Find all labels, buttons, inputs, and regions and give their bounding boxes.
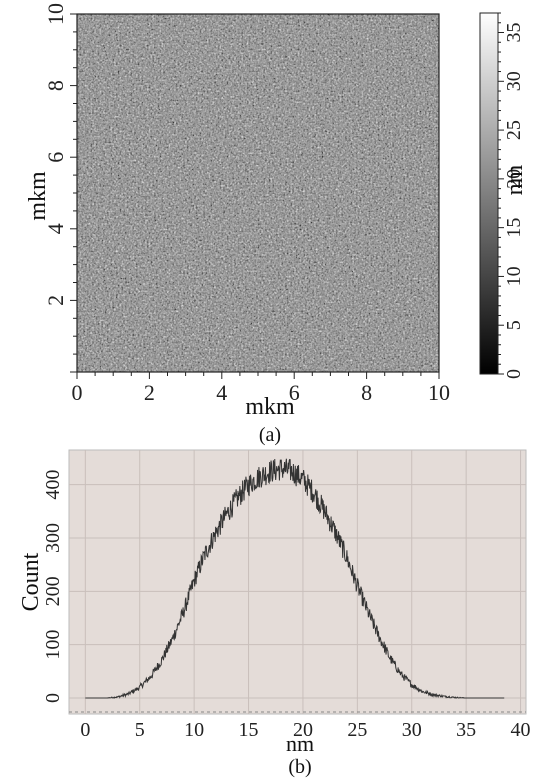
afm-y-axis: 2 4 6 8 10 xyxy=(43,3,77,373)
x-tick-label: 5 xyxy=(135,719,145,741)
colorbar-label: nm xyxy=(502,164,528,195)
y-tick-label: 6 xyxy=(43,152,68,163)
x-tick-label: 20 xyxy=(293,719,313,741)
afm-x-axis-label: mkm xyxy=(245,394,295,420)
x-tick-label: 10 xyxy=(184,719,204,741)
x-tick-label: 0 xyxy=(80,719,90,741)
x-tick-label: 0 xyxy=(72,380,83,405)
x-tick-label: 2 xyxy=(144,380,155,405)
colorbar-tick-label: 15 xyxy=(503,218,525,238)
y-tick-label: 200 xyxy=(42,576,64,606)
x-tick-label: 10 xyxy=(428,380,450,405)
colorbar-tick-label: 30 xyxy=(503,71,525,91)
colorbar-tick-label: 5 xyxy=(503,320,525,330)
colorbar-gradient xyxy=(479,12,499,375)
y-tick-label: 400 xyxy=(42,470,64,500)
x-tick-label: 4 xyxy=(216,380,227,405)
afm-colorbar: 0 5 10 15 20 25 30 35 nm xyxy=(479,12,528,379)
afm-height-map xyxy=(76,13,440,373)
afm-panel: 0 2 4 6 8 10 2 4 6 8 10 mkm mkm 0 5 10 15 20 25 30 35 nm… xyxy=(25,3,528,446)
x-tick-label: 8 xyxy=(361,380,372,405)
y-tick-label: 100 xyxy=(42,630,64,660)
histogram-x-axis: 0 5 10 15 20 25 30 35 40 xyxy=(80,719,530,741)
y-tick-label: 300 xyxy=(42,523,64,553)
y-tick-label: 10 xyxy=(43,3,68,25)
y-tick-label: 8 xyxy=(43,80,68,91)
y-tick-label: 2 xyxy=(43,295,68,306)
colorbar-tick-label: 35 xyxy=(503,23,525,43)
colorbar-tick-label: 0 xyxy=(503,369,525,379)
histogram-y-axis-label: Count xyxy=(18,552,44,611)
x-tick-label: 40 xyxy=(511,719,531,741)
colorbar-tick-label: 20 xyxy=(503,169,525,189)
x-tick-label: 35 xyxy=(456,719,476,741)
histogram-line xyxy=(85,458,505,699)
colorbar-ticks: 0 5 10 15 20 25 30 35 xyxy=(498,12,525,379)
colorbar-tick-label: 25 xyxy=(503,120,525,140)
y-tick-label: 0 xyxy=(42,693,64,703)
histogram-plot-area xyxy=(68,449,527,715)
panel-a-caption: (a) xyxy=(259,424,281,446)
histogram-y-axis: 0 100 200 300 400 xyxy=(42,470,64,703)
colorbar-tick-label: 10 xyxy=(503,266,525,286)
x-tick-label: 15 xyxy=(239,719,259,741)
panel-b-caption: (b) xyxy=(288,756,311,778)
afm-y-axis-label: mkm xyxy=(25,171,51,221)
afm-x-axis: 0 2 4 6 8 10 xyxy=(72,372,450,405)
x-tick-label: 25 xyxy=(347,719,367,741)
x-tick-label: 6 xyxy=(289,380,300,405)
histogram-x-axis-label: nm xyxy=(286,731,314,756)
x-tick-label: 30 xyxy=(402,719,422,741)
y-tick-label: 4 xyxy=(43,223,68,234)
